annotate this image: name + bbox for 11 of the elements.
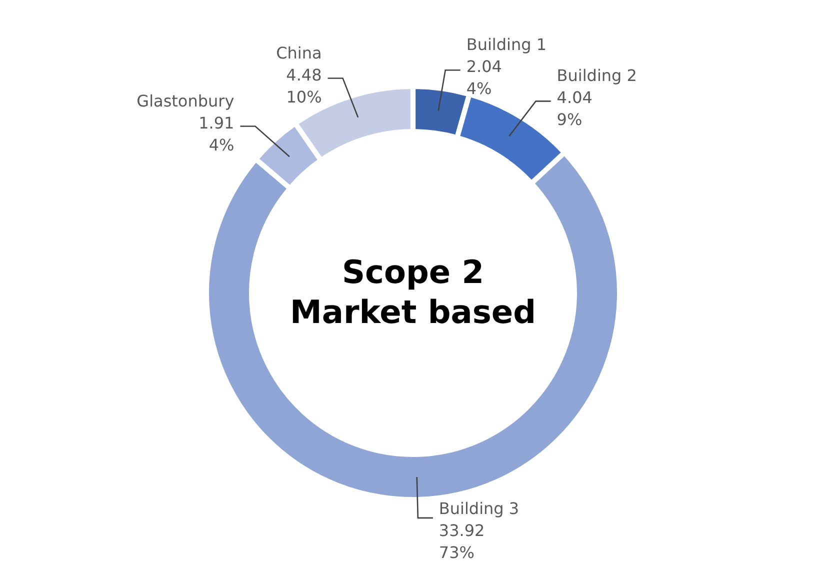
slice-label: Glastonbury <box>136 91 234 110</box>
slice-label: Building 3 <box>438 498 520 518</box>
slice-label: China <box>276 43 322 62</box>
data-label: 33.92 73% <box>438 520 485 561</box>
data-label: 1.91 4% <box>198 113 234 154</box>
slice-label: Building 1 <box>466 35 547 54</box>
data-label: 4.48 10% <box>286 65 322 106</box>
data-label: 4.04 9% <box>556 88 592 130</box>
data-label: 2.04 4% <box>466 57 502 98</box>
text: Scope 2 Market based <box>290 253 536 331</box>
slice-label: Building 2 <box>556 66 637 86</box>
